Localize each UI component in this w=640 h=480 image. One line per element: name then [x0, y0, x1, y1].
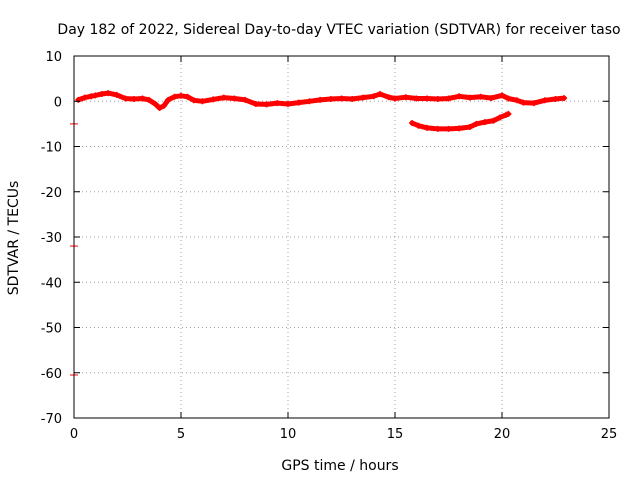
series-main-point: [263, 101, 270, 108]
series-main-point: [561, 95, 568, 102]
series-main-point: [505, 95, 512, 102]
series-main-point: [456, 93, 463, 100]
x-tick-label: 15: [387, 427, 404, 442]
y-tick-label: 10: [45, 50, 62, 65]
chart-title: Day 182 of 2022, Sidereal Day-to-day VTE…: [57, 22, 620, 38]
series-main-point: [338, 95, 345, 102]
series-main-point: [171, 93, 178, 100]
x-tick-label: 5: [177, 427, 185, 442]
y-tick-label: -60: [41, 367, 62, 382]
series-main-point: [231, 95, 238, 102]
series-main-point: [434, 96, 441, 102]
series-main-point: [88, 93, 95, 100]
series-secondary-point: [466, 124, 473, 130]
series-secondary-point: [415, 122, 422, 129]
series-main-point: [349, 96, 356, 102]
series-secondary-point: [481, 119, 488, 126]
series-main-point: [156, 105, 163, 111]
series-main-point: [92, 92, 99, 99]
y-tick-label: -30: [41, 231, 62, 246]
series-main-point: [165, 96, 172, 103]
axis-ticks: 0 5 10 15 20 25 10 0 -10 -20 -30 -40 -50 -60 -70: [41, 50, 618, 442]
series-main-point: [370, 93, 377, 100]
series-main-point: [377, 91, 383, 97]
series-secondary-point: [473, 120, 480, 127]
series-main-point: [190, 97, 197, 104]
x-tick-label: 20: [494, 427, 511, 442]
data-series: [70, 90, 568, 376]
series-main-point: [184, 93, 191, 100]
series-main-point: [145, 96, 152, 103]
series-main-point: [466, 94, 473, 101]
series-main-point: [402, 94, 409, 101]
series-main-point: [499, 92, 505, 99]
series-main-point: [105, 90, 112, 97]
y-axis-label: SDTVAR / TECUs: [6, 181, 22, 296]
series-secondary-point: [496, 114, 503, 121]
series-secondary-point: [490, 117, 497, 124]
series-main-point: [98, 91, 105, 97]
series-main-point: [488, 95, 495, 102]
series-main-point: [520, 99, 527, 106]
x-tick-label: 10: [280, 427, 297, 442]
series-main-point: [385, 94, 392, 101]
series-main-point: [113, 91, 120, 98]
series-secondary-point: [445, 125, 452, 132]
series-main-point: [152, 101, 159, 107]
series-main-point: [130, 96, 137, 102]
series-main-point: [392, 95, 398, 102]
series-main-point: [295, 99, 302, 106]
x-tick-label: 25: [601, 427, 618, 442]
series-main-point: [413, 95, 420, 102]
series-main-point: [306, 98, 313, 105]
series-main-point: [477, 93, 484, 100]
series-main-point: [199, 98, 206, 105]
series-main-point: [160, 102, 167, 109]
series-secondary-point: [409, 120, 416, 126]
y-tick-label: -10: [41, 141, 62, 156]
series-main-point: [285, 101, 291, 107]
series-main-point: [317, 96, 324, 103]
series-main-point: [220, 94, 227, 101]
series-secondary-point: [424, 124, 431, 131]
series-main-point: [274, 100, 281, 107]
series-main-point: [552, 96, 559, 102]
series-secondary-point: [434, 125, 441, 132]
series-main-point: [327, 96, 334, 102]
series-main-point: [424, 95, 431, 102]
x-tick-label: 0: [70, 427, 78, 442]
series-main-point: [514, 97, 520, 104]
y-tick-label: -70: [41, 412, 62, 427]
series-main-point: [359, 94, 366, 101]
series-main-point: [541, 97, 548, 104]
series-secondary-point: [456, 125, 463, 132]
series-main-point: [122, 95, 129, 102]
series-main-point: [445, 95, 452, 102]
y-tick-label: 0: [54, 95, 62, 110]
y-tick-label: -40: [41, 276, 62, 291]
x-axis-label: GPS time / hours: [281, 458, 398, 474]
y-tick-label: -50: [41, 322, 62, 337]
y-tick-label: -20: [41, 186, 62, 201]
series-main-point: [75, 96, 82, 103]
series-secondary-point: [505, 110, 512, 117]
series-main-point: [81, 94, 88, 101]
series-main-point: [178, 92, 184, 99]
series-main-point: [531, 100, 538, 107]
series-main-point: [242, 96, 249, 103]
series-main-point: [210, 96, 217, 103]
series-main-point: [252, 101, 259, 107]
series-main-point: [139, 95, 146, 102]
